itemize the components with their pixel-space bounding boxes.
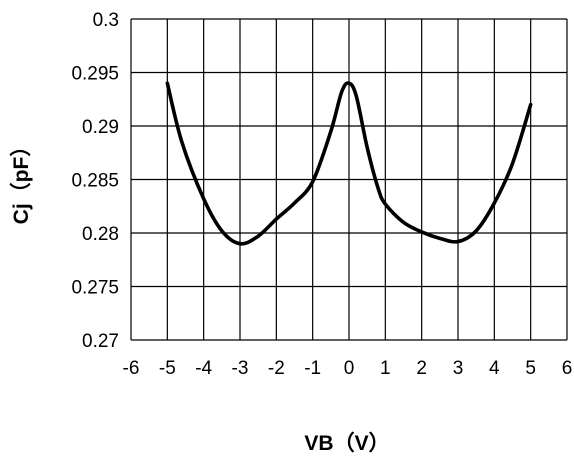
x-tick-label: 2 — [416, 358, 427, 379]
y-tick-labels: 0.27 0.275 0.28 0.285 0.29 0.295 0.3 — [71, 10, 119, 352]
y-tick-label: 0.3 — [93, 10, 119, 31]
y-axis-title: Cj（pF） — [9, 136, 33, 225]
y-tick-label: 0.295 — [71, 64, 119, 85]
x-tick-label: 5 — [525, 358, 536, 379]
x-tick-label: -4 — [195, 358, 212, 379]
x-tick-label: -5 — [159, 358, 176, 379]
y-tick-label: 0.27 — [82, 331, 119, 352]
x-axis-title: VB（V） — [304, 431, 389, 455]
x-tick-label: -3 — [232, 358, 249, 379]
x-tick-label: -1 — [304, 358, 321, 379]
y-tick-label: 0.285 — [71, 171, 119, 192]
x-tick-label: 4 — [489, 358, 500, 379]
x-tick-label: 6 — [562, 358, 573, 379]
x-tick-label: 3 — [453, 358, 464, 379]
x-tick-labels: -6 -5 -4 -3 -2 -1 0 1 2 3 4 5 6 — [123, 358, 573, 379]
series-line — [165, 81, 533, 246]
y-tick-label: 0.28 — [82, 224, 119, 245]
y-tick-label: 0.29 — [82, 117, 119, 138]
x-tick-label: 0 — [344, 358, 355, 379]
series-layer — [165, 81, 533, 246]
x-tick-label: -2 — [268, 358, 285, 379]
x-tick-label: 1 — [380, 358, 391, 379]
y-tick-label: 0.275 — [71, 278, 119, 299]
x-tick-label: -6 — [123, 358, 140, 379]
horizontal-gridlines — [131, 18, 567, 341]
